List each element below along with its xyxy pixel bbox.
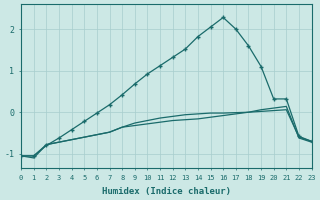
X-axis label: Humidex (Indice chaleur): Humidex (Indice chaleur): [102, 187, 231, 196]
